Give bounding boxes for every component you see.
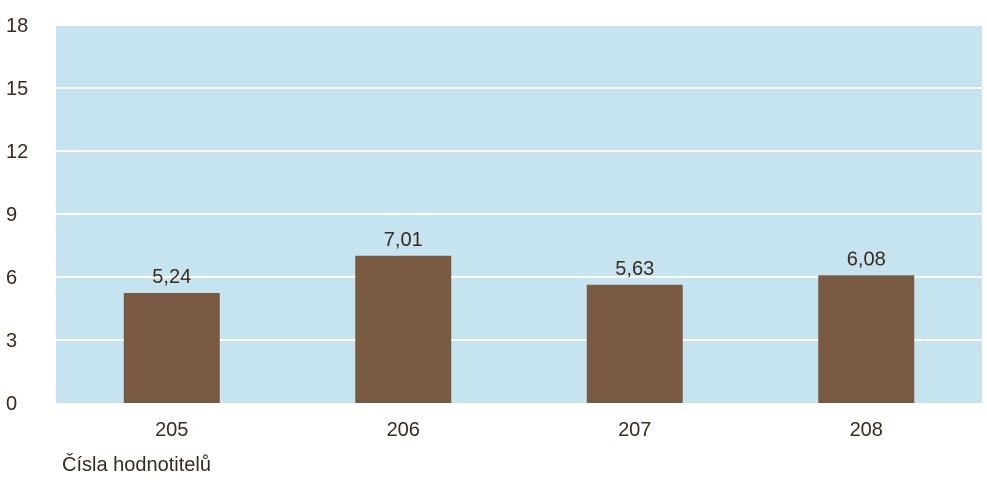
y-tick-label: 15 <box>6 78 28 100</box>
bar-207 <box>586 284 683 403</box>
x-axis-label: Čísla hodnotitelů <box>62 453 211 476</box>
x-tick-label-207: 207 <box>618 419 651 441</box>
x-tick-label-208: 208 <box>850 419 883 441</box>
data-label-207: 5,63 <box>615 258 654 280</box>
data-label-206: 7,01 <box>384 229 423 251</box>
y-tick-label: 6 <box>6 267 17 289</box>
data-label-205: 5,24 <box>152 266 191 288</box>
bar-208 <box>818 275 915 403</box>
x-axis-ticks: 205 206 207 208 <box>155 419 883 441</box>
y-axis-ticks: 0 3 6 9 12 15 18 <box>6 15 28 415</box>
y-tick-label: 18 <box>6 15 28 37</box>
y-tick-label: 9 <box>6 204 17 226</box>
bar-206 <box>355 255 452 403</box>
data-label-208: 6,08 <box>847 248 886 270</box>
bar-205 <box>123 292 220 403</box>
bars <box>123 255 915 403</box>
x-tick-label-206: 206 <box>387 419 420 441</box>
y-tick-label: 12 <box>6 141 28 163</box>
y-tick-label: 3 <box>6 330 17 352</box>
data-labels: 5,24 7,01 5,63 6,08 <box>152 229 885 288</box>
x-tick-label-205: 205 <box>155 419 188 441</box>
y-tick-label: 0 <box>6 393 17 415</box>
